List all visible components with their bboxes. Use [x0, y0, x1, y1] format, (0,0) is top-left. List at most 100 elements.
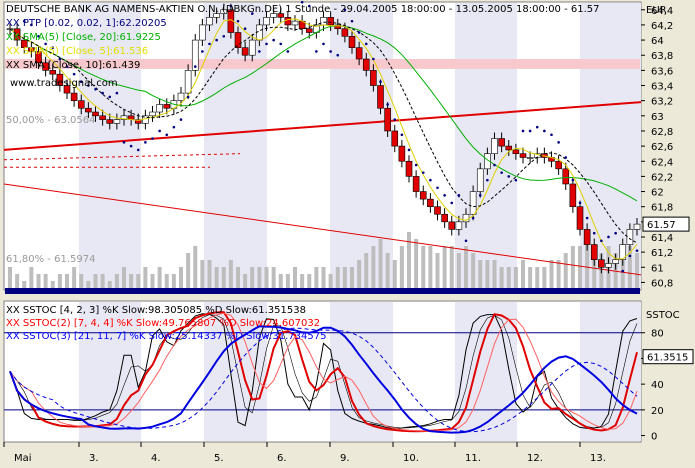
- ptp-dot: [343, 8, 347, 12]
- x-tick-label: 3.: [89, 453, 99, 464]
- volume-bar: [342, 267, 347, 288]
- volume-bar: [364, 253, 369, 288]
- volume-bar: [535, 267, 540, 288]
- x-tick-label: 12.: [527, 453, 543, 464]
- osc-y-tick-label: 0: [651, 432, 657, 443]
- volume-bar: [50, 281, 55, 288]
- ptp-dot: [543, 129, 546, 133]
- ptp-dot: [635, 249, 639, 252]
- ptp-dot: [151, 137, 154, 140]
- ptp-dot: [372, 57, 375, 61]
- volume-bar: [8, 267, 12, 288]
- ptp-dot: [250, 12, 254, 15]
- osc-last-value-box: [642, 349, 694, 365]
- candle-down: [70, 92, 78, 101]
- volume-bar: [285, 274, 290, 288]
- volume-bar: [570, 246, 575, 288]
- sstoc-slow-line: [9, 325, 638, 434]
- volume-bar: [592, 246, 597, 288]
- ptp-dot: [350, 19, 354, 23]
- candle-down: [362, 58, 370, 71]
- ptp-dot: [450, 201, 454, 205]
- candle-up: [605, 263, 612, 268]
- volume-bar: [157, 267, 162, 288]
- ptp-dot: [208, 42, 211, 46]
- ptp-dot: [329, 50, 332, 53]
- candle-down: [377, 85, 384, 109]
- volume-bar: [471, 253, 476, 288]
- ptp-dot: [129, 144, 133, 148]
- volume-bar: [556, 260, 561, 288]
- candle-down: [63, 85, 71, 94]
- osc-legend-item: XX SSTOC(2) [7, 4, 4] %K Slow:49.765807 …: [6, 318, 320, 329]
- ptp-dot: [122, 141, 126, 144]
- candle-down: [434, 206, 441, 215]
- ptp-dot: [500, 171, 503, 174]
- candle-down: [391, 130, 399, 147]
- volume-bar: [528, 267, 533, 288]
- y-tick-label: 62,2: [651, 172, 673, 183]
- x-tick-label: 6.: [277, 453, 287, 464]
- volume-bar: [492, 260, 497, 288]
- volume-bar: [29, 267, 34, 288]
- ptp-dot: [37, 34, 40, 38]
- candle-down: [598, 259, 605, 268]
- volume-bar: [271, 267, 276, 288]
- volume-bar: [321, 267, 326, 288]
- ptp-dot: [108, 95, 112, 99]
- overlay-legend-item: XX SMA [Close, 10]:61.439: [6, 60, 140, 71]
- volume-bar: [335, 267, 340, 288]
- candle-down: [241, 47, 249, 56]
- volume-bar: [371, 246, 376, 288]
- x-tick-label: 11.: [465, 453, 481, 464]
- y-tick-label: 63,8: [651, 51, 673, 62]
- volume-bar: [236, 267, 240, 288]
- volume-bar: [563, 253, 568, 288]
- candle-down: [355, 47, 363, 60]
- candle-down: [85, 107, 92, 113]
- candle-down: [384, 107, 391, 132]
- y-tick-label: 64: [651, 36, 664, 47]
- ptp-dot: [315, 50, 318, 53]
- currency-label: EUR: [646, 5, 667, 16]
- y-tick-label: 63,2: [651, 97, 673, 108]
- candle-down: [398, 145, 406, 162]
- volume-bar: [585, 239, 590, 288]
- volume-bar: [264, 267, 269, 288]
- volume-bar: [421, 246, 426, 288]
- x-tick-label: Mai: [14, 453, 32, 464]
- candle-down: [448, 221, 456, 230]
- ptp-dot: [357, 31, 361, 34]
- ptp-dot: [421, 171, 425, 174]
- candle-down: [327, 17, 334, 26]
- y-tick-label: 61: [651, 263, 664, 274]
- candle-down: [106, 119, 114, 124]
- ptp-dot: [101, 91, 104, 95]
- ptp-dot: [236, 19, 240, 23]
- ptp-dot: [193, 65, 197, 68]
- candle-up: [526, 157, 534, 159]
- ptp-dot: [144, 141, 147, 144]
- candle-up: [476, 168, 484, 192]
- volume-bar: [499, 267, 504, 288]
- candle-down: [441, 213, 448, 223]
- candle-up: [206, 17, 213, 26]
- candle-down: [234, 32, 242, 48]
- ptp-dot: [22, 19, 26, 23]
- y-tick-label: 60,8: [651, 278, 673, 289]
- candle-down: [35, 51, 42, 64]
- volume-bar: [257, 267, 262, 288]
- ptp-dot: [229, 4, 233, 8]
- ptp-dot: [607, 235, 610, 239]
- candle-down: [163, 104, 171, 109]
- volume-bar: [72, 267, 77, 288]
- y-tick-label: 61,4: [651, 233, 673, 244]
- volume-bar: [164, 274, 169, 288]
- volume-bar: [464, 246, 468, 288]
- candle-up: [633, 223, 641, 230]
- candle-down: [284, 17, 292, 26]
- candle-up: [177, 92, 185, 101]
- osc-y-tick-label: 20: [651, 406, 664, 417]
- candle-up: [612, 259, 619, 264]
